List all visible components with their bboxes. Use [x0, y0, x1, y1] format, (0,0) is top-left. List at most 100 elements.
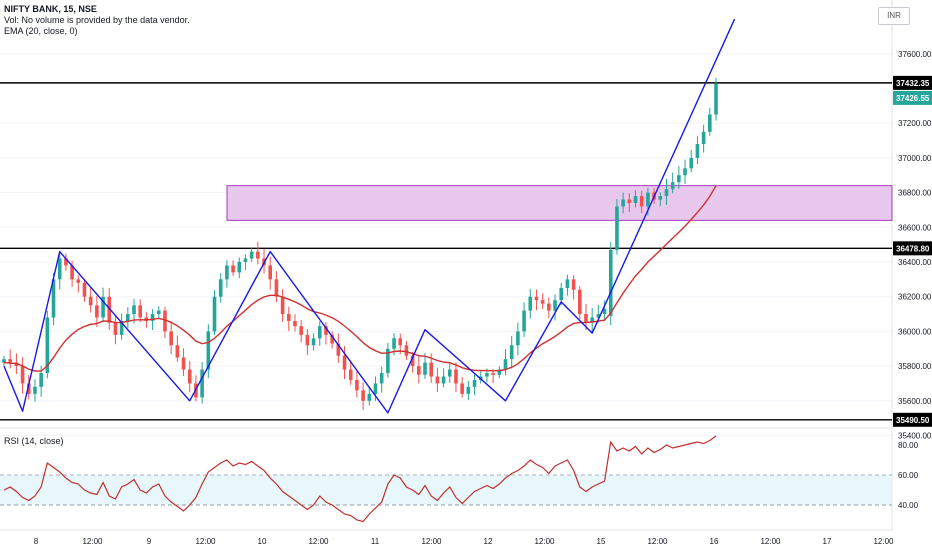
candle	[677, 166, 681, 189]
candle-body	[132, 305, 136, 315]
price-tick-label: 35600.00	[898, 397, 932, 406]
candle-body	[243, 258, 248, 262]
candle	[361, 382, 365, 411]
price-tick-label: 37000.00	[898, 154, 932, 163]
candle	[311, 333, 316, 351]
candle	[547, 297, 551, 319]
candle-body	[348, 369, 353, 380]
candle-body	[429, 362, 433, 377]
candle-body	[435, 376, 440, 384]
trend-zigzag-line	[3, 18, 736, 414]
price-tick-label: 36000.00	[898, 327, 932, 336]
ema-legend[interactable]: EMA (20, close, 0)	[4, 26, 78, 36]
rsi-tick-label: 80.00	[898, 441, 919, 450]
candle	[670, 172, 675, 194]
candle-body	[627, 199, 632, 204]
candle	[187, 360, 192, 393]
candle	[355, 371, 359, 398]
candle-body	[45, 317, 50, 374]
price-tick-label: 37600.00	[898, 50, 932, 59]
candle-body	[602, 308, 607, 315]
candle	[243, 254, 248, 271]
candle	[287, 306, 291, 332]
candle-body	[51, 279, 56, 318]
time-tick-label: 12:00	[760, 537, 781, 546]
time-tick-label: 12:00	[195, 537, 216, 546]
candle-body	[311, 338, 316, 346]
candle	[225, 259, 229, 288]
candle-body	[503, 359, 508, 370]
candle	[101, 287, 105, 323]
time-tick-label: 12:00	[873, 537, 894, 546]
time-tick-label: 12:00	[534, 537, 555, 546]
candle-body	[689, 157, 694, 169]
candle-body	[237, 262, 242, 273]
candle-body	[658, 196, 663, 200]
candle	[138, 299, 143, 323]
candle	[404, 340, 409, 361]
candle	[701, 124, 706, 153]
candle	[497, 366, 502, 379]
candle-body	[2, 359, 6, 363]
candle-body	[547, 303, 551, 311]
candle-body	[64, 258, 68, 266]
candle	[571, 275, 576, 300]
candle	[2, 355, 6, 367]
candle-body	[274, 279, 279, 297]
price-axis[interactable]: 35400.00 35600.00 35800.00 36000.00 36200.00…	[893, 50, 932, 510]
time-tick-label: 12:00	[82, 537, 103, 546]
candle	[126, 307, 130, 328]
candle-body	[342, 355, 347, 370]
candle	[64, 253, 68, 271]
level-price-tag	[893, 75, 932, 90]
currency-button[interactable]: INR	[878, 7, 910, 25]
candle-body	[447, 369, 452, 377]
candle-body	[113, 322, 118, 335]
time-tick-label: 12:00	[647, 537, 668, 546]
candle-body	[695, 144, 700, 158]
candle-body	[163, 310, 167, 332]
candle	[348, 360, 353, 385]
candle	[664, 178, 669, 205]
candle-body	[187, 369, 192, 384]
candle-body	[355, 379, 359, 391]
candle	[206, 324, 211, 379]
candle-body	[150, 314, 155, 321]
trend-layer	[3, 18, 736, 414]
candle	[268, 256, 273, 290]
symbol-title[interactable]: NIFTY BANK, 15, NSE	[4, 4, 97, 14]
candle	[435, 367, 440, 393]
candle-body	[577, 289, 582, 315]
candle	[633, 190, 638, 208]
candle-body	[280, 296, 285, 315]
candle-body	[206, 331, 211, 370]
candle-body	[633, 196, 638, 204]
time-tick-label: 12	[484, 537, 493, 546]
candle	[410, 351, 415, 373]
candle-body	[249, 251, 254, 259]
candle-body	[466, 386, 471, 394]
candle-body	[256, 251, 260, 259]
candle-body	[156, 310, 161, 315]
candle-body	[441, 376, 446, 384]
rsi-legend[interactable]: RSI (14, close)	[4, 436, 64, 446]
candle	[274, 271, 279, 303]
candle-body	[460, 383, 464, 394]
candle-body	[590, 317, 594, 323]
candle	[639, 190, 644, 214]
candle	[584, 303, 588, 331]
time-axis[interactable]: 8 12:00 9 12:00 10 12:00 11 12:00 12 12:00 15 12:00…	[34, 537, 894, 546]
candle-body	[410, 355, 415, 367]
candle	[317, 321, 322, 346]
candle	[509, 335, 514, 368]
candle-body	[615, 206, 619, 250]
candle	[379, 366, 384, 393]
candle-body	[701, 131, 706, 145]
candle	[299, 319, 303, 343]
candle-body	[268, 265, 273, 280]
candle	[454, 362, 458, 392]
candle-body	[293, 320, 297, 327]
candles	[2, 77, 718, 411]
candle	[280, 288, 285, 322]
candle-body	[88, 296, 93, 306]
